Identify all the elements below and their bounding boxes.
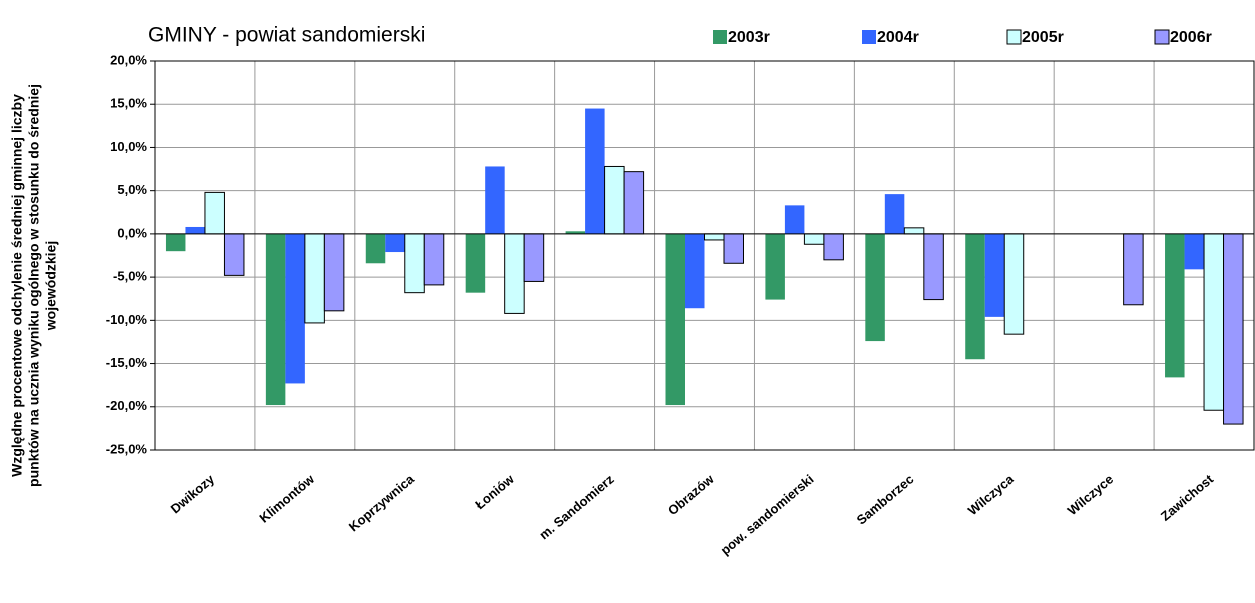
y-tick-label: -20,0% <box>106 398 148 413</box>
bar <box>523 233 545 282</box>
y-axis-label: wojewódzkiej <box>43 241 59 331</box>
y-tick-label: 0,0% <box>117 225 147 240</box>
x-tick-label: Dwikozy <box>168 471 218 516</box>
bar <box>984 233 1005 317</box>
y-tick-label: -15,0% <box>106 355 148 370</box>
y-tick-label: 20,0% <box>110 52 147 67</box>
x-tick-label: Koprzywnica <box>346 471 418 535</box>
y-tick-label: -10,0% <box>106 312 148 327</box>
bar <box>784 205 805 234</box>
bar <box>385 233 405 253</box>
bar <box>685 233 705 309</box>
legend-swatch <box>1006 29 1022 45</box>
bar <box>903 227 925 235</box>
y-tick-label: 10,0% <box>110 139 147 154</box>
y-axis-label: punktów na ucznia wyniku ogólnego w stos… <box>26 84 42 487</box>
bar <box>665 233 685 406</box>
chart-title: GMINY - powiat sandomierski <box>148 24 425 47</box>
bar <box>265 233 286 406</box>
bar <box>865 233 885 342</box>
bar <box>465 233 486 293</box>
y-tick-label: 15,0% <box>110 96 147 111</box>
bar <box>923 233 944 301</box>
bar <box>365 233 386 264</box>
bar <box>285 233 305 384</box>
bar <box>485 166 505 234</box>
bar <box>803 233 825 245</box>
bar <box>1123 233 1144 306</box>
legend-swatch <box>1154 29 1170 45</box>
x-tick-label: m. Sandomierz <box>536 471 617 542</box>
x-tick-label: pow. sandomierski <box>718 471 817 557</box>
legend-swatch <box>713 30 727 44</box>
bar <box>823 233 844 261</box>
bar <box>304 233 325 324</box>
y-tick-label: -25,0% <box>106 441 148 456</box>
bar <box>404 233 425 294</box>
bar <box>623 171 645 235</box>
x-tick-label: Zawichost <box>1158 471 1217 524</box>
legend-swatch <box>862 30 876 44</box>
y-tick-label: 5,0% <box>117 182 147 197</box>
plot-border <box>154 60 1255 451</box>
legend-label: 2003r <box>728 29 770 46</box>
bar <box>1223 233 1244 425</box>
bar <box>884 194 905 234</box>
legend-label: 2005r <box>1022 29 1064 46</box>
bar <box>765 233 785 300</box>
bar <box>223 233 245 276</box>
bar <box>585 108 605 234</box>
legend-label: 2004r <box>877 29 919 46</box>
bar <box>1203 233 1225 411</box>
x-tick-label: Wilczyce <box>1065 471 1117 518</box>
x-tick-label: Samborzec <box>854 471 917 527</box>
bar <box>504 233 525 314</box>
bar <box>185 226 205 234</box>
bar <box>965 233 985 360</box>
y-tick-label: -5,0% <box>113 269 147 284</box>
bar <box>565 231 586 234</box>
y-axis-label: Względne procentowe odchylenie średniej … <box>9 94 25 477</box>
bar <box>323 233 345 312</box>
bar <box>604 165 625 235</box>
bar <box>204 191 225 235</box>
bar <box>1165 233 1185 378</box>
bar <box>704 233 725 241</box>
bar <box>1184 233 1205 270</box>
bar <box>1003 233 1025 335</box>
bar <box>165 233 186 252</box>
x-tick-label: Obrazów <box>665 471 717 518</box>
legend-label: 2006r <box>1170 29 1212 46</box>
x-tick-label: Klimontów <box>256 471 317 526</box>
x-tick-label: Łoniów <box>472 471 517 512</box>
bar <box>423 233 445 286</box>
x-tick-label: Wilczyca <box>965 471 1017 518</box>
bar <box>723 233 744 264</box>
